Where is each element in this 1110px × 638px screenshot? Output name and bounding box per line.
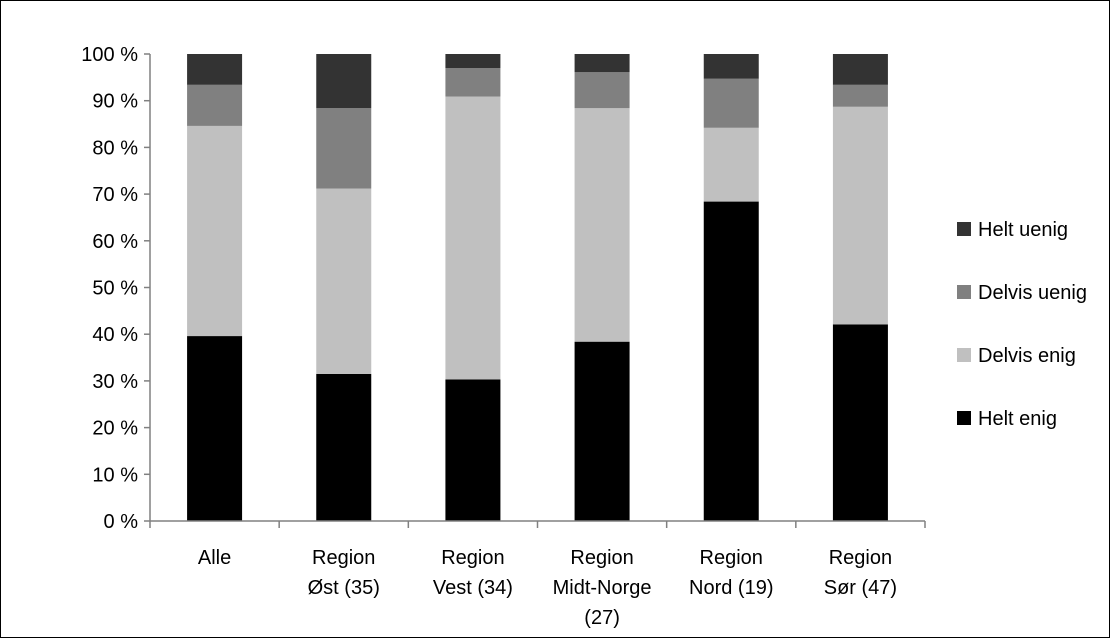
legend-label-delvis-enig: Delvis enig bbox=[978, 345, 1076, 367]
bar-segment-helt-enig bbox=[832, 324, 888, 521]
bar-segment-helt-uenig bbox=[445, 54, 501, 69]
bar-segment-helt-enig bbox=[703, 201, 759, 521]
legend-label-helt-enig: Helt enig bbox=[978, 408, 1057, 430]
bar-segment-delvis-uenig bbox=[187, 84, 243, 126]
bar-segment-delvis-enig bbox=[703, 127, 759, 202]
bar-segment-helt-enig bbox=[445, 379, 501, 521]
legend-swatch-helt-enig bbox=[957, 411, 971, 425]
bar-segment-helt-uenig bbox=[187, 54, 243, 85]
y-tick-label: 100 % bbox=[81, 44, 138, 66]
bar-segment-delvis-uenig bbox=[832, 84, 888, 107]
bar-segment-helt-uenig bbox=[574, 54, 630, 73]
y-tick-label: 30 % bbox=[92, 371, 138, 393]
bar-segment-helt-uenig bbox=[832, 54, 888, 85]
y-tick-label: 50 % bbox=[92, 278, 138, 300]
legend-swatch-delvis-enig bbox=[957, 348, 971, 362]
x-tick-label: Alle bbox=[198, 547, 231, 569]
x-tick-label: Region Nord (19) bbox=[689, 547, 773, 599]
bar-segment-helt-uenig bbox=[703, 54, 759, 79]
bar-segment-helt-uenig bbox=[316, 54, 372, 109]
bar-segment-delvis-enig bbox=[832, 106, 888, 325]
x-tick-label: Region Sør (47) bbox=[824, 547, 897, 599]
bar-segment-delvis-enig bbox=[445, 96, 501, 380]
x-tick-label: Region Øst (35) bbox=[308, 547, 380, 599]
y-tick-label: 70 % bbox=[92, 184, 138, 206]
y-tick-label: 60 % bbox=[92, 231, 138, 253]
y-tick-label: 90 % bbox=[92, 91, 138, 113]
bar-segment-delvis-uenig bbox=[316, 108, 372, 189]
legend-swatch-helt-uenig bbox=[957, 222, 971, 236]
bar-segment-delvis-enig bbox=[316, 188, 372, 374]
bar-segment-delvis-uenig bbox=[574, 72, 630, 109]
bar-segment-delvis-enig bbox=[187, 125, 243, 337]
y-tick-label: 80 % bbox=[92, 137, 138, 159]
x-tick-label: Region Vest (34) bbox=[433, 547, 513, 599]
y-tick-label: 40 % bbox=[92, 324, 138, 346]
legend-label-delvis-uenig: Delvis uenig bbox=[978, 282, 1087, 304]
legend-label-helt-uenig: Helt uenig bbox=[978, 219, 1068, 241]
bar-segment-delvis-uenig bbox=[445, 68, 501, 97]
y-tick-label: 0 % bbox=[104, 511, 139, 533]
y-tick-label: 10 % bbox=[92, 464, 138, 486]
bar-segment-helt-enig bbox=[574, 341, 630, 521]
bar-segment-helt-enig bbox=[316, 373, 372, 521]
legend-swatch-delvis-uenig bbox=[957, 285, 971, 299]
y-tick-label: 20 % bbox=[92, 418, 138, 440]
bar-segment-delvis-uenig bbox=[703, 78, 759, 128]
bar-segment-helt-enig bbox=[187, 336, 243, 521]
x-tick-label: Region Midt-Norge (27) bbox=[553, 547, 652, 629]
bar-segment-delvis-enig bbox=[574, 108, 630, 342]
